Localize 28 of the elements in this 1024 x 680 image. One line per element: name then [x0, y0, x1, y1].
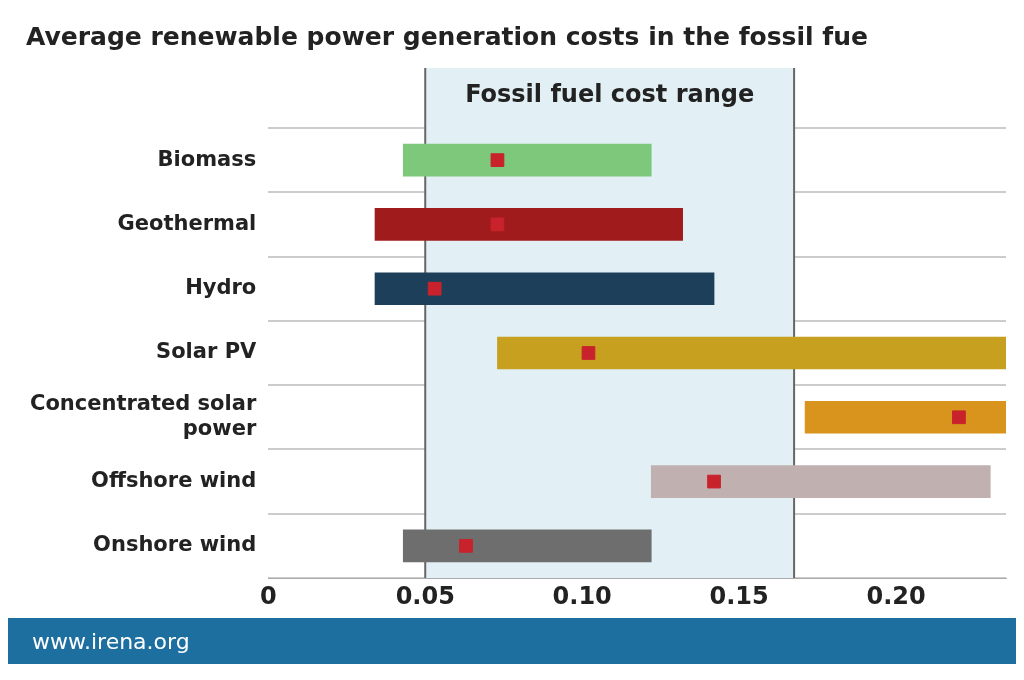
point: [490, 153, 505, 168]
point: [427, 281, 442, 296]
y-tick-label: Onshore wind: [93, 532, 257, 557]
x-tick-label: 0: [259, 582, 277, 611]
point: [707, 474, 721, 489]
x-tick-label: 0.20: [866, 582, 926, 611]
y-tick-label: Hydro: [185, 275, 257, 300]
bar: [374, 208, 683, 241]
y-tick-label: Offshore wind: [91, 468, 257, 493]
text: www.irena.org: [32, 628, 190, 654]
x-tick-label: 0.15: [709, 582, 769, 611]
point: [581, 346, 596, 360]
bar: [650, 465, 991, 498]
bar: [374, 272, 715, 306]
bar: [402, 143, 652, 177]
point: [459, 538, 473, 553]
bar: [804, 400, 1006, 434]
chart-title: Average renewable power generation costs in the fossil fue: [25, 21, 869, 53]
y-tick-label: Solar PV: [156, 339, 258, 364]
y-tick-label: Concentrated solar power: [29, 391, 257, 441]
y-tick-label: Geothermal: [117, 210, 257, 235]
x-tick-label: 0.05: [395, 582, 455, 611]
y-tick-label: Biomass: [157, 146, 257, 171]
point: [952, 410, 966, 425]
x-tick-label: 0.10: [552, 582, 612, 611]
bar: [497, 336, 1006, 370]
point: [490, 217, 505, 232]
band-label: Fossil fuel cost range: [465, 80, 755, 109]
